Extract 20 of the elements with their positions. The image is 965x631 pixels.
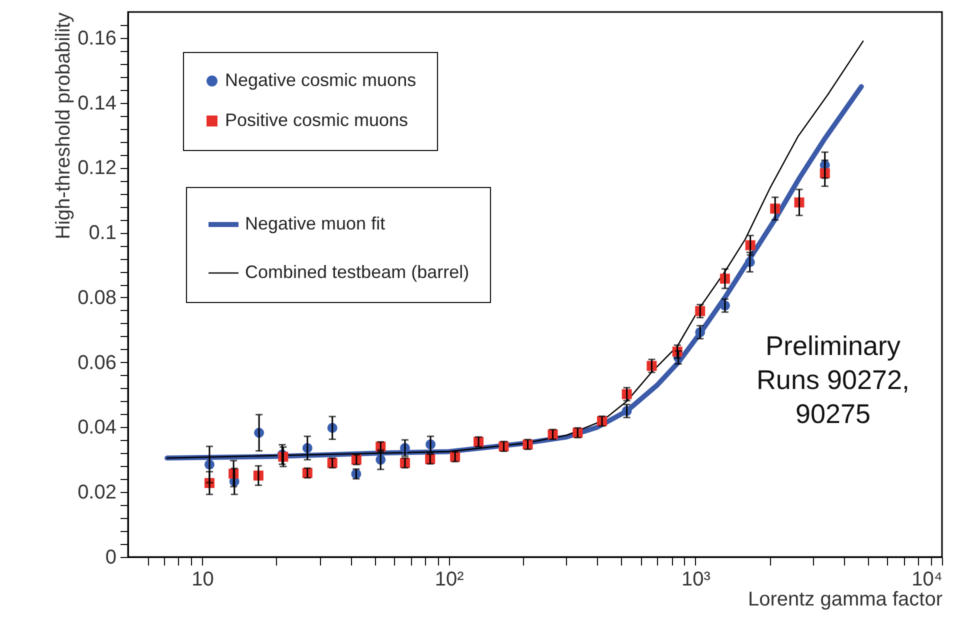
y-tick-label: 0.06 [78, 352, 116, 374]
x-tick-label: 10² [434, 568, 464, 590]
y-axis-title: High-threshold probability [52, 12, 75, 240]
x-axis-title: Lorentz gamma factor [748, 588, 943, 610]
x-tick-label: 10⁴ [912, 568, 942, 590]
y-tick-label: 0.08 [78, 286, 116, 309]
legend-label: Negative muon fit [245, 214, 386, 234]
x-tick-label: 10 [192, 568, 214, 590]
y-tick-label: 0.14 [78, 92, 116, 114]
y-tick-label: 0 [105, 546, 116, 568]
annotation: Preliminary Runs 90272, 90275 [756, 331, 910, 429]
legend-label: Combined testbeam (barrel) [245, 262, 470, 282]
y-tick-label: 0.16 [78, 27, 116, 50]
x-tick-label: 10³ [681, 568, 711, 590]
y-tick-label: 0.04 [78, 416, 116, 439]
legend-label: Positive cosmic muons [225, 110, 408, 130]
y-tick-label: 0.12 [78, 157, 116, 180]
y-tick-label: 0.1 [88, 222, 116, 244]
legend-label: Negative cosmic muons [225, 70, 416, 90]
y-tick-label: 0.02 [78, 482, 116, 504]
